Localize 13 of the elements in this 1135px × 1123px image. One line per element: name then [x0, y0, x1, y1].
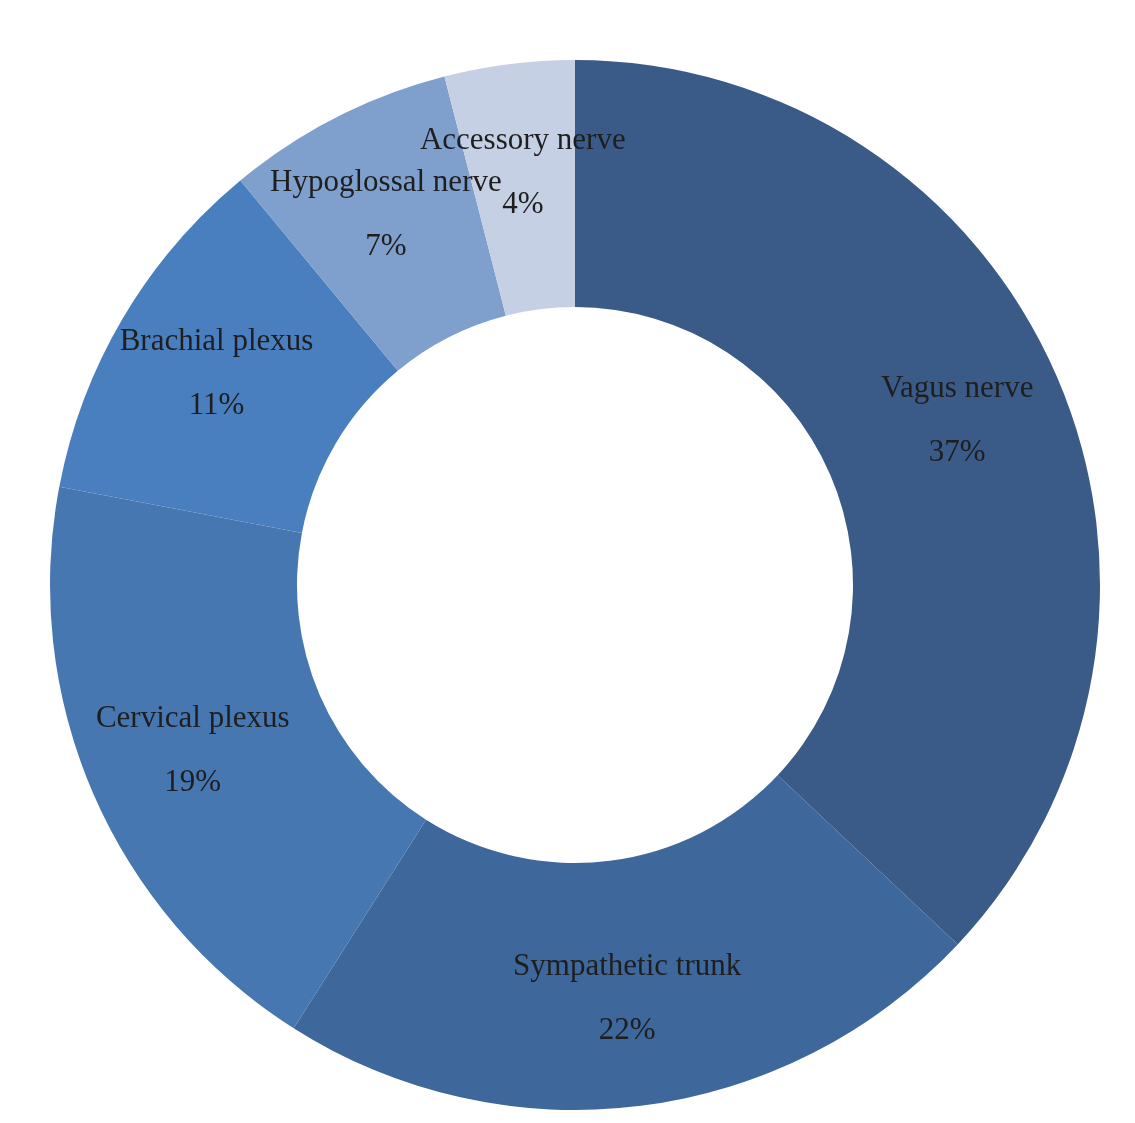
data-label: 22%	[598, 1011, 656, 1047]
data-label: 7%	[365, 226, 407, 262]
donut-slice	[293, 775, 958, 1109]
data-label: 11%	[188, 385, 245, 421]
slice-label: Hypoglossal nerve	[270, 162, 502, 198]
donut-slice	[50, 486, 427, 1029]
data-label: 4%	[502, 184, 544, 220]
slice-label: Cervical plexus	[95, 699, 290, 735]
data-label: 37%	[928, 432, 986, 468]
data-label: 19%	[164, 763, 222, 799]
slice-label: Sympathetic trunk	[513, 947, 742, 983]
slice-label: Brachial plexus	[119, 321, 314, 357]
slice-label: Vagus nerve	[881, 368, 1034, 404]
